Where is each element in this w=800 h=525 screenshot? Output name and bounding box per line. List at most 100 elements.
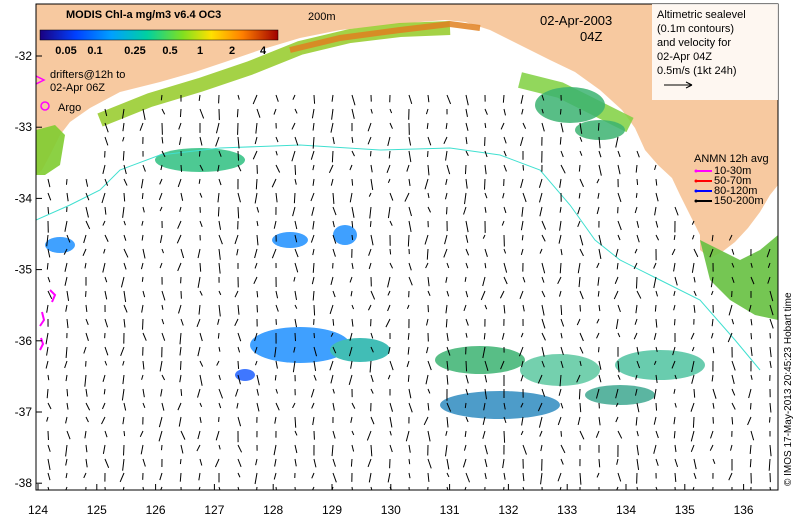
velocity-arrow [484,333,485,339]
velocity-arrow [180,109,181,117]
x-tick-label: 132 [498,503,518,517]
velocity-arrow [333,319,334,326]
velocity-arrow [523,165,524,171]
velocity-arrow [314,305,315,315]
velocity-arrow [142,277,143,282]
anmn-title: ANMN 12h avg [694,153,769,165]
velocity-arrow [124,431,125,436]
velocity-arrow [693,417,694,428]
colorbar-tick-label: 4 [260,45,267,57]
date-label: 02-Apr-2003 [540,13,612,28]
credit-label: © IMOS 17-May-2013 20:45:23 Hobart time [783,292,794,486]
velocity-arrow [446,319,447,327]
velocity-arrow [522,235,523,240]
velocity-arrow [465,165,466,174]
velocity-arrow [238,207,239,218]
velocity-arrow [675,487,676,496]
velocity-arrow [427,249,428,260]
velocity-arrow [769,417,770,423]
velocity-arrow [351,459,352,467]
velocity-arrow [637,179,638,185]
y-tick-label: -36 [15,334,33,348]
velocity-arrow [674,319,675,325]
velocity-arrow [465,403,466,408]
velocity-arrow [352,179,353,186]
x-tick-label: 129 [322,503,342,517]
velocity-arrow [181,389,182,396]
velocity-arrow [636,193,637,198]
colorbar-ramp [40,30,278,40]
velocity-arrow [48,207,49,214]
velocity-arrow [750,403,751,409]
velocity-arrow [123,151,124,161]
y-tick-label: -35 [15,263,33,277]
velocity-arrow [200,263,201,272]
velocity-arrow [732,417,733,424]
altimetry-line-3: and velocity for [657,37,731,49]
velocity-arrow [674,431,675,438]
velocity-arrow [218,333,219,339]
colorbar-tick-label: 2 [229,45,235,57]
y-tick-label: -33 [15,120,33,134]
velocity-arrow [295,165,296,175]
velocity-arrow [161,445,162,450]
velocity-arrow [503,95,504,103]
velocity-arrow [218,207,219,216]
velocity-arrow [561,305,562,315]
x-tick-label: 133 [557,503,577,517]
drifters-label-2: 02-Apr 06Z [50,82,105,94]
velocity-arrow [237,109,238,117]
x-tick-label: 134 [616,503,636,517]
altimetry-line-4: 02-Apr 04Z [657,51,712,63]
velocity-arrow [332,151,333,162]
x-tick-label: 128 [263,503,283,517]
velocity-arrow [180,361,181,370]
drifters-label-1: drifters@12h to [50,69,125,81]
velocity-arrow [560,137,561,145]
velocity-arrow [409,459,410,464]
velocity-arrow [408,235,409,246]
altimetry-line-5: 0.5m/s (1kt 24h) [657,65,736,77]
x-tick-label: 136 [734,503,754,517]
isobath-label: 200m [308,11,336,23]
x-tick-label: 125 [87,503,107,517]
velocity-arrow [599,459,600,467]
velocity-arrow [370,221,371,227]
velocity-arrow [238,361,239,369]
velocity-arrow [180,459,181,464]
x-tick-label: 126 [146,503,166,517]
altimetry-line-2: (0.1m contours) [657,23,734,35]
colorbar-tick-label: 0.5 [162,45,177,57]
anmn-entry-label: 150-200m [714,195,764,207]
velocity-arrow [124,193,125,201]
velocity-arrow [294,193,295,203]
velocity-arrow [656,403,657,411]
velocity-arrow [256,179,257,189]
velocity-arrow [390,249,391,254]
y-tick-label: -38 [15,476,33,490]
y-tick-label: -32 [15,49,33,63]
velocity-arrow [295,333,296,341]
velocity-arrow [314,95,315,104]
altimetry-line-1: Altimetric sealevel [657,9,746,21]
anmn-dot [695,180,698,183]
colorbar-tick-label: 1 [197,45,203,57]
altimetry-legend: Altimetric sealevel (0.1m contours) and … [652,4,778,100]
velocity-arrow [751,333,752,339]
velocity-arrow [66,179,67,185]
velocity-arrow [560,109,561,114]
anmn-dot [695,200,698,203]
colorbar-tick-label: 0.1 [87,45,102,57]
y-tick-label: -37 [15,405,33,419]
x-tick-label: 127 [204,503,224,517]
x-tick-label: 124 [28,503,48,517]
velocity-arrow [238,151,239,161]
velocity-arrow [579,389,580,399]
velocity-arrow [694,389,695,398]
velocity-arrow [142,193,143,199]
velocity-arrow [504,431,505,443]
velocity-arrow [161,95,162,100]
velocity-arrow [352,221,353,228]
